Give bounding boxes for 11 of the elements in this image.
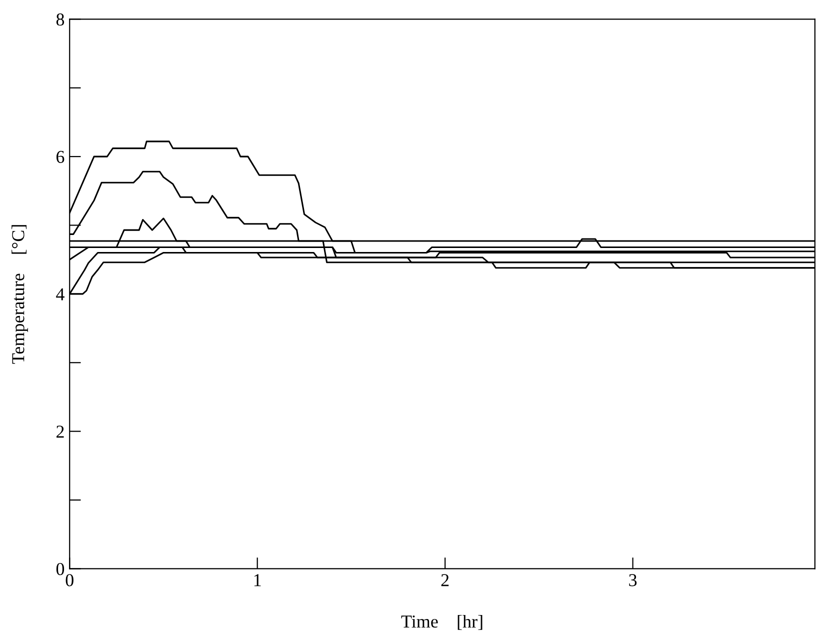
- x-tick-label: 3: [629, 574, 637, 586]
- y-tick-label: 8: [56, 13, 64, 26]
- x-tick-label: 1: [254, 574, 261, 586]
- y-tick-label: 4: [56, 288, 64, 300]
- x-tick-label: 0: [66, 574, 74, 586]
- y-tick-label: 6: [56, 150, 64, 163]
- x-axis-title: Time [hr]: [401, 614, 482, 630]
- y-axis-title: Temperature [°C]: [12, 225, 28, 364]
- y-tick-label: 0: [56, 562, 64, 576]
- x-tick-label: 2: [441, 574, 449, 586]
- y-tick-label: 2: [56, 426, 64, 438]
